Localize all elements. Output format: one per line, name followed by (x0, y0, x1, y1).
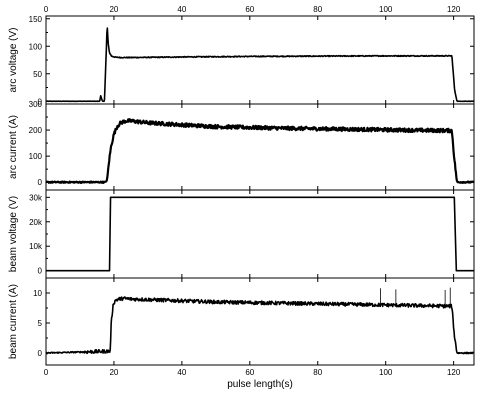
y-tick-label: 100 (29, 152, 43, 161)
series-line-arc-voltage (45, 27, 475, 103)
y-axis-label: arc current (A) (8, 115, 19, 179)
y-axis-label: beam current (A) (8, 284, 19, 359)
y-tick-label: 5 (38, 319, 43, 328)
x-axis-label: pulse length(s) (227, 379, 293, 390)
y-tick-label: 300 (29, 100, 43, 109)
y-tick-label: 30k (29, 193, 43, 202)
y-tick-label: 0 (38, 349, 43, 358)
top-x-tick-label: 40 (177, 5, 186, 14)
y-tick-label: 20k (29, 218, 43, 227)
y-tick-label: 10k (29, 242, 43, 251)
top-x-tick-label: 120 (447, 5, 461, 14)
panel-arc-current: 0 100 200 300 arc current (A) (8, 100, 475, 191)
series-line-arc-current (45, 118, 475, 184)
panel-beam-voltage: 0 10k 20k 30k beam voltage (V) (8, 189, 475, 279)
y-axis-label: arc voltage (V) (8, 27, 19, 92)
series-line-beam-voltage (46, 196, 474, 272)
y-tick-label: 0 (38, 97, 43, 106)
y-axis-label: beam voltage (V) (8, 196, 19, 272)
y-tick-label: 0 (38, 267, 43, 276)
y-tick-label: 50 (33, 70, 42, 79)
top-x-tick-label: 60 (245, 5, 254, 14)
panel-frame (45, 15, 475, 105)
x-tick-label: 60 (245, 368, 254, 377)
top-x-tick-label: 80 (313, 5, 322, 14)
x-tick-label: 0 (44, 368, 49, 377)
bottom-x-axis: 0 20 40 60 80 100 120 (44, 368, 461, 377)
x-tick-label: 40 (177, 368, 186, 377)
y-tick-label: 10 (33, 289, 42, 298)
top-x-tick-label: 0 (44, 5, 49, 14)
panel-arc-voltage: 0 50 100 150 arc voltage (V) (8, 15, 475, 106)
top-x-tick-label: 20 (109, 5, 118, 14)
panel-beam-current: 0 5 10 beam current (A) (8, 277, 475, 366)
panel-frame (45, 277, 475, 366)
x-tick-label: 100 (379, 368, 393, 377)
top-x-tick-label: 100 (379, 5, 393, 14)
top-x-axis: 0 20 40 60 80 100 120 (44, 5, 461, 14)
y-tick-label: 200 (29, 126, 43, 135)
series-line-beam-current (45, 296, 475, 355)
x-tick-label: 120 (447, 368, 461, 377)
x-tick-label: 80 (313, 368, 322, 377)
x-tick-label: 20 (109, 368, 118, 377)
y-tick-label: 0 (38, 178, 43, 187)
y-tick-label: 100 (29, 42, 43, 51)
y-tick-label: 150 (29, 15, 43, 24)
